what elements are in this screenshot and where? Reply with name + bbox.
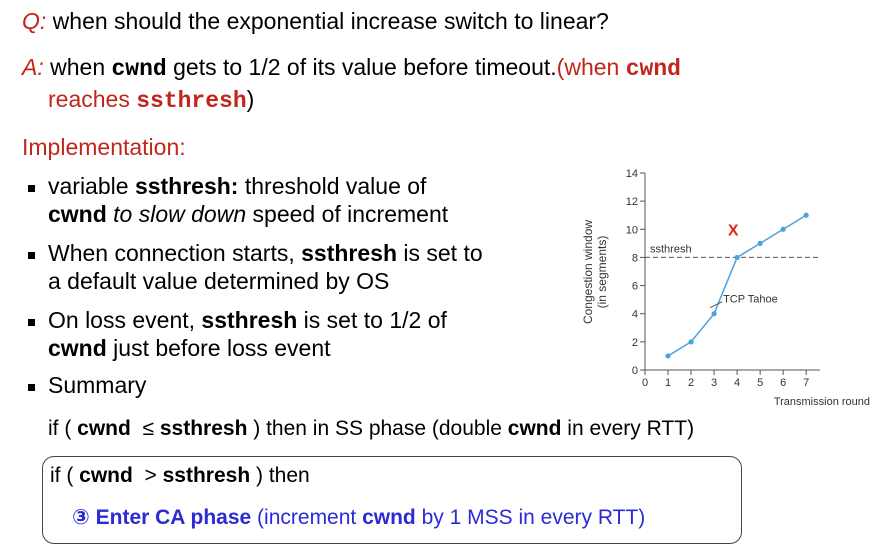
y-tick-label: 4 bbox=[632, 309, 638, 321]
text: cwnd bbox=[48, 335, 107, 361]
bullet bbox=[28, 252, 35, 259]
text: > bbox=[132, 464, 163, 487]
text: ssthresh bbox=[301, 240, 397, 266]
x-tick-label: 5 bbox=[757, 377, 763, 389]
bullet-line: variable ssthresh: threshold value of bbox=[48, 173, 426, 200]
q-label: Q: bbox=[22, 8, 47, 34]
text: if ( bbox=[50, 464, 80, 487]
y-tick-label: 2 bbox=[632, 337, 638, 349]
ca-line: ③ Enter CA phase (increment cwnd by 1 MS… bbox=[72, 505, 645, 530]
text: ssthresh bbox=[159, 417, 248, 440]
text: cwnd bbox=[79, 464, 133, 487]
text: When connection starts, bbox=[48, 240, 302, 266]
bullet-line: cwnd to slow down speed of increment bbox=[48, 201, 448, 228]
text: just before loss event bbox=[106, 335, 331, 361]
text: gets to 1/2 of its value before timeout. bbox=[166, 54, 557, 80]
bullet bbox=[28, 384, 35, 391]
text: ≤ bbox=[130, 417, 160, 440]
text: Summary bbox=[48, 372, 147, 398]
text: is set to bbox=[397, 240, 483, 266]
text: cwnd bbox=[507, 417, 562, 440]
ca-box bbox=[42, 456, 742, 544]
y-tick-label: 14 bbox=[626, 168, 638, 180]
data-point bbox=[734, 254, 740, 261]
data-point bbox=[665, 353, 671, 359]
text: variable bbox=[48, 173, 135, 199]
bullet-line: When connection starts, ssthresh is set … bbox=[48, 240, 483, 267]
text: On loss event, bbox=[48, 307, 202, 333]
text: (when bbox=[556, 54, 626, 80]
x-tick-label: 6 bbox=[780, 377, 786, 389]
x-axis-label: Transmission round bbox=[774, 396, 870, 408]
x-tick-label: 2 bbox=[688, 377, 694, 389]
text: ssthresh: bbox=[134, 173, 239, 199]
ca-line: if ( cwnd > ssthresh ) then bbox=[50, 464, 310, 488]
code: cwnd bbox=[625, 56, 681, 82]
text: reaches bbox=[48, 86, 137, 112]
label-leader bbox=[709, 301, 723, 309]
text: by 1 MSS in every RTT) bbox=[415, 506, 646, 529]
x-tick-label: 4 bbox=[734, 377, 740, 389]
q-text: when should the exponential increase swi… bbox=[46, 8, 609, 34]
bullet-line: cwnd just before loss event bbox=[48, 335, 331, 362]
y-axis-label: Congestion window bbox=[581, 220, 595, 324]
data-point bbox=[688, 339, 694, 345]
x-tick-label: 3 bbox=[711, 377, 717, 389]
text: cwnd bbox=[362, 506, 416, 529]
y-tick-label: 6 bbox=[632, 281, 638, 293]
data-point bbox=[780, 226, 786, 232]
text: threshold value of bbox=[238, 173, 427, 199]
y-axis-label: (in segments) bbox=[595, 236, 609, 309]
text: ) bbox=[246, 86, 255, 112]
text: ) then in SS phase (double bbox=[247, 417, 508, 440]
text: (increment bbox=[251, 506, 363, 529]
answer-line: A: when cwnd gets to 1/2 of its value be… bbox=[22, 54, 681, 82]
bullet-line: a default value determined by OS bbox=[48, 268, 389, 295]
question: Q: when should the exponential increase … bbox=[22, 8, 609, 35]
threshold-label: ssthresh bbox=[650, 243, 692, 255]
text: a default value determined by OS bbox=[48, 268, 390, 294]
text: is set to 1/2 of bbox=[297, 307, 447, 333]
text: in every RTT) bbox=[561, 417, 695, 440]
text: speed of increment bbox=[246, 201, 449, 227]
bullet bbox=[28, 185, 35, 192]
x-tick-label: 7 bbox=[803, 377, 809, 389]
bullet bbox=[28, 319, 35, 326]
y-tick-label: 12 bbox=[626, 196, 638, 208]
data-point bbox=[711, 311, 717, 317]
x-tick-label: 1 bbox=[665, 377, 671, 389]
annotation: X bbox=[728, 222, 739, 239]
text: cwnd bbox=[48, 201, 107, 227]
y-tick-label: 8 bbox=[632, 252, 638, 264]
ss-rule: if ( cwnd ≤ ssthresh ) then in SS phase … bbox=[48, 417, 694, 441]
answer-line: reaches ssthresh) bbox=[48, 86, 254, 114]
text: when bbox=[43, 54, 112, 80]
text: ssthresh bbox=[162, 464, 251, 487]
data-point bbox=[803, 212, 809, 218]
series-label: TCP Tahoe bbox=[723, 294, 778, 306]
text: if ( bbox=[48, 417, 78, 440]
text: ③ Enter CA phase bbox=[72, 506, 252, 529]
data-point bbox=[757, 240, 763, 246]
text: ) then bbox=[250, 464, 310, 487]
heading: Implementation: bbox=[22, 134, 186, 160]
x-tick-label: 0 bbox=[642, 377, 648, 389]
bullet-line: On loss event, ssthresh is set to 1/2 of bbox=[48, 307, 447, 334]
a-label: A: bbox=[22, 54, 44, 80]
text: cwnd bbox=[77, 417, 131, 440]
code: cwnd bbox=[111, 56, 167, 82]
text: ssthresh bbox=[201, 307, 298, 333]
y-tick-label: 0 bbox=[632, 365, 638, 377]
text: to slow down bbox=[106, 201, 247, 227]
bullet-line: Summary bbox=[48, 372, 146, 399]
y-tick-label: 10 bbox=[626, 224, 638, 236]
code: ssthresh bbox=[136, 88, 247, 114]
